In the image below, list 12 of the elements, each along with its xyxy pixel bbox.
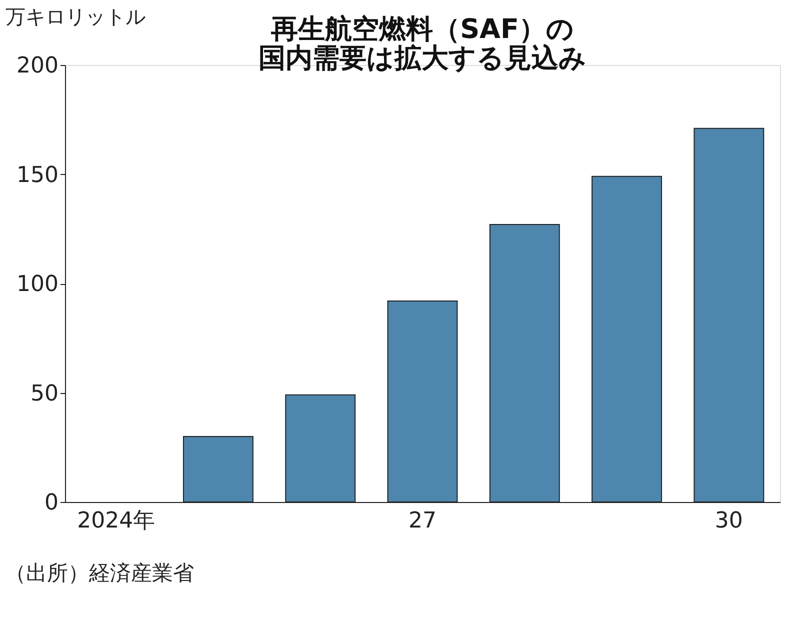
- text: （出所）経済産業省: [5, 561, 194, 585]
- y-tick-label: 0: [44, 490, 58, 516]
- x-tick-label: 27: [408, 508, 436, 534]
- x-tick-label: 2024年: [77, 508, 156, 534]
- y-tick-label: 100: [16, 272, 58, 297]
- y-tick-label: 150: [16, 162, 58, 188]
- y-tick-label: 50: [30, 381, 58, 406]
- text: 国内需要は拡大する見込み: [258, 43, 586, 74]
- y-axis-title: 万キロリットル: [6, 4, 146, 28]
- x-tick-label: 30: [714, 508, 743, 534]
- y-tick-label: 200: [16, 54, 58, 78]
- text: 再生航空燃料（SAF）の: [271, 14, 574, 45]
